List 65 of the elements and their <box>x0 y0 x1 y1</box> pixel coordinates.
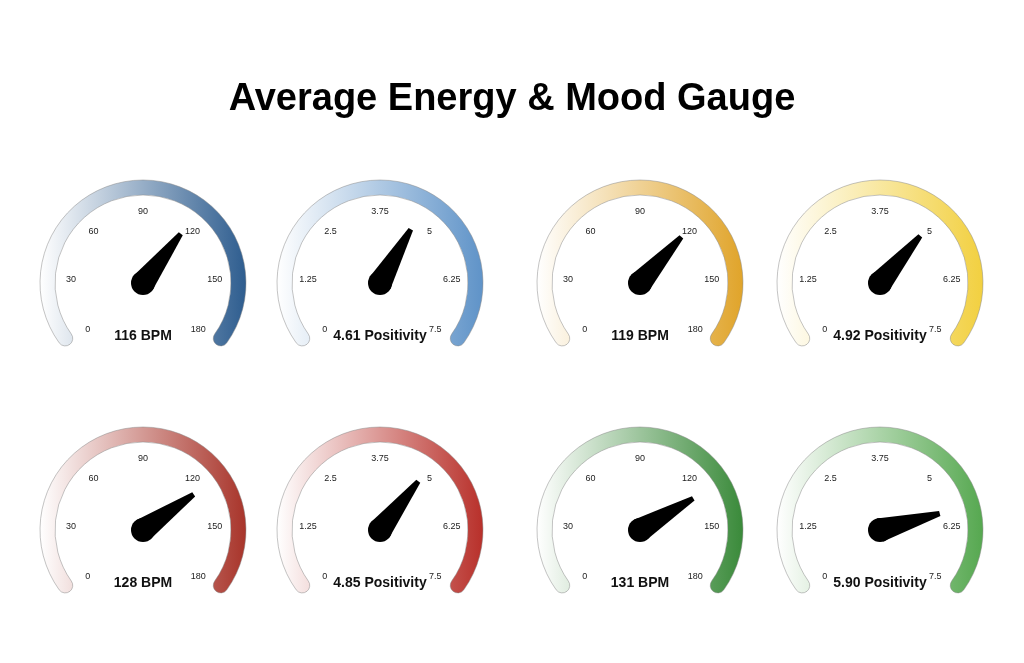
text: 7.5 <box>428 571 442 582</box>
text: 120 <box>184 472 200 483</box>
text: 30 <box>66 273 77 284</box>
text: 2.5 <box>824 225 837 236</box>
text: 2.5 <box>324 472 337 483</box>
text: 6.25 <box>943 520 961 531</box>
text: Average Energy & Mood Gauge <box>227 76 797 119</box>
data-label: 4.92 Positivity <box>833 327 927 343</box>
text: 180 <box>190 571 206 582</box>
text: 30 <box>563 520 574 531</box>
text: 0 <box>85 571 91 582</box>
text: 5 <box>926 472 932 483</box>
data-label: 128 BPM <box>113 574 173 590</box>
text: 0 <box>822 571 828 582</box>
data-label: 131 BPM <box>610 574 670 590</box>
text: 1.25 <box>799 520 817 531</box>
text: 5 <box>926 225 932 236</box>
text: 5 <box>426 472 432 483</box>
text: 0 <box>85 324 91 335</box>
text: 5 <box>426 225 432 236</box>
text: 0 <box>322 324 328 335</box>
text: 90 <box>137 206 149 216</box>
text: 30 <box>66 520 77 531</box>
text: 0 <box>582 571 588 582</box>
text: 7.5 <box>428 324 442 335</box>
text: 60 <box>585 225 596 236</box>
text: 0 <box>322 571 328 582</box>
data-label: 4.85 Positivity <box>333 574 427 590</box>
text: 120 <box>184 225 200 236</box>
text: 3.75 <box>871 206 889 216</box>
text: 1.25 <box>299 273 317 284</box>
text: 150 <box>704 273 720 284</box>
text: 150 <box>704 520 720 531</box>
text: 30 <box>563 273 574 284</box>
text: 0 <box>582 324 588 335</box>
text: 7.5 <box>928 324 942 335</box>
text: 120 <box>681 225 697 236</box>
data-label: 5.90 Positivity <box>833 574 927 590</box>
text: 1.25 <box>299 520 317 531</box>
text: 180 <box>687 324 703 335</box>
text: 6.25 <box>443 273 461 284</box>
text: 60 <box>585 472 596 483</box>
text: 90 <box>634 453 646 463</box>
text: 3.75 <box>871 453 889 463</box>
text: 1.25 <box>799 273 817 284</box>
text: 0 <box>822 324 828 335</box>
text: 2.5 <box>824 472 837 483</box>
text: 6.25 <box>443 520 461 531</box>
data-label: 4.61 Positivity <box>333 327 427 343</box>
text: 120 <box>681 472 697 483</box>
data-label: 116 BPM <box>114 327 172 343</box>
text: 60 <box>88 225 99 236</box>
text: 60 <box>88 472 99 483</box>
text: 90 <box>634 206 646 216</box>
text: 3.75 <box>371 206 389 216</box>
text: 150 <box>207 273 223 284</box>
text: 2.5 <box>324 225 337 236</box>
text: 180 <box>687 571 703 582</box>
text: 6.25 <box>943 273 961 284</box>
text: 90 <box>137 453 149 463</box>
text: 150 <box>207 520 223 531</box>
text: 3.75 <box>371 453 389 463</box>
text: 7.5 <box>928 571 942 582</box>
data-label: 119 BPM <box>611 327 669 343</box>
text: 180 <box>190 324 206 335</box>
